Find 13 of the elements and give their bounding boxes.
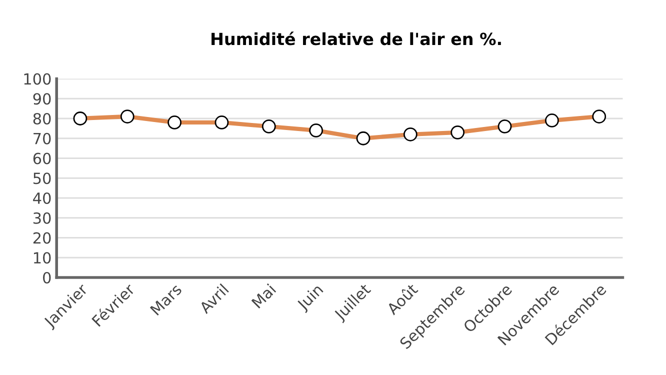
y-tick-label: 50	[33, 172, 51, 184]
y-tick-label: 0	[43, 272, 51, 284]
chart-title: Humidité relative de l'air en %.	[212, 32, 501, 46]
y-tick-label: 40	[33, 192, 51, 204]
y-tick-label: 100	[24, 73, 51, 85]
y-tick-label: 80	[33, 112, 51, 125]
y-tick-label: 90	[33, 93, 51, 105]
y-tick-label: 70	[34, 132, 51, 144]
y-tick-label: 20	[33, 232, 51, 244]
y-tick-label: 30	[33, 212, 51, 224]
y-tick-label: 60	[33, 152, 51, 164]
y-tick-label: 10	[34, 252, 51, 264]
x-tick-label: Mai	[251, 283, 276, 309]
